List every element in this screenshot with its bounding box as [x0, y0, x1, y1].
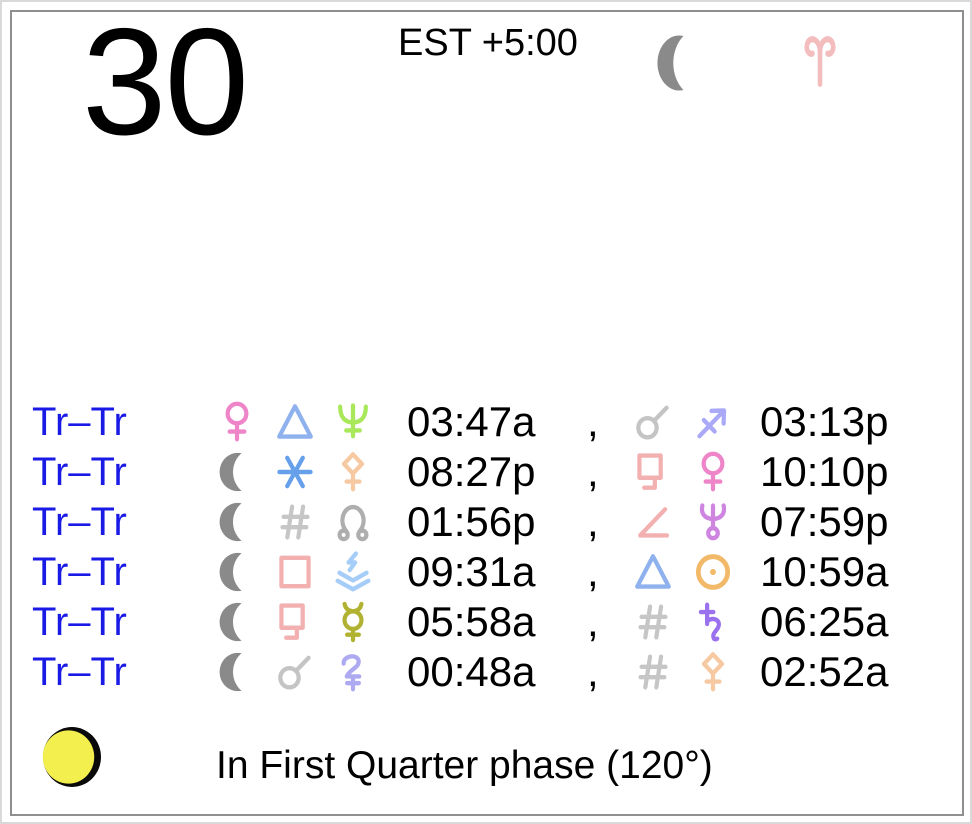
contraparallel-icon — [631, 599, 675, 645]
separator-comma: , — [587, 498, 599, 545]
sun-icon — [691, 549, 735, 595]
transit-time-1: 03:47a — [407, 398, 536, 445]
transit-type-label: Tr–Tr — [32, 400, 127, 444]
contraparallel-icon — [273, 499, 317, 545]
saturn-icon — [691, 599, 735, 645]
transit-type-label: Tr–Tr — [32, 450, 127, 494]
transit-time-2: 06:25a — [760, 598, 889, 645]
contraparallel-icon — [631, 649, 675, 695]
transit-time-2: 07:59p — [760, 498, 889, 545]
transit-time-1: 00:48a — [407, 648, 536, 695]
uranus-icon — [691, 499, 735, 545]
transit-time-1: 05:58a — [407, 598, 536, 645]
transit-time-2: 02:52a — [760, 648, 889, 695]
north-node-icon — [331, 499, 375, 545]
separator-comma: , — [587, 548, 599, 595]
day-number: 30 — [82, 0, 249, 167]
transit-row[interactable]: Tr–Tr 01:56p , 07:59p — [32, 497, 944, 547]
pallas-icon — [331, 449, 375, 495]
moon-icon — [652, 30, 704, 96]
moon-icon — [215, 499, 259, 545]
sesquiquadrate-icon — [273, 599, 317, 645]
semisquare-icon — [631, 499, 675, 545]
transit-time-2: 03:13p — [760, 398, 889, 445]
conjunction-icon — [631, 399, 675, 445]
transit-time-1: 09:31a — [407, 548, 536, 595]
moon-phase-label: In First Quarter phase (120°) — [216, 744, 713, 787]
aries-icon — [796, 28, 844, 92]
separator-comma: , — [587, 398, 599, 445]
sesquiquadrate-icon — [631, 449, 675, 495]
sagittarius-icon — [691, 399, 735, 445]
transit-type-label: Tr–Tr — [32, 600, 127, 644]
timezone-label: EST +5:00 — [398, 22, 578, 64]
square-icon — [273, 549, 317, 595]
moon-icon — [215, 599, 259, 645]
neptune-icon — [331, 399, 375, 445]
transit-time-1: 08:27p — [407, 448, 536, 495]
transit-row[interactable]: Tr–Tr 08:27p , 10:10p — [32, 447, 944, 497]
moon-phase-icon — [42, 726, 102, 788]
separator-comma: , — [587, 598, 599, 645]
transit-row[interactable]: Tr–Tr 03:47a , 03:13p — [32, 397, 944, 447]
mercury-icon — [331, 599, 375, 645]
pallas-icon — [691, 649, 735, 695]
venus-icon — [691, 449, 735, 495]
transit-type-label: Tr–Tr — [32, 550, 127, 594]
transit-row[interactable]: Tr–Tr 05:58a , 06:25a — [32, 597, 944, 647]
separator-comma: , — [587, 648, 599, 695]
transit-time-1: 01:56p — [407, 498, 536, 545]
moon-icon — [215, 649, 259, 695]
transit-time-2: 10:10p — [760, 448, 889, 495]
transit-type-label: Tr–Tr — [32, 650, 127, 694]
transit-row[interactable]: Tr–Tr 00:48a , 02:52a — [32, 647, 944, 697]
trine-icon — [631, 549, 675, 595]
transit-type-label: Tr–Tr — [32, 500, 127, 544]
separator-comma: , — [587, 448, 599, 495]
conjunction-icon — [273, 649, 317, 695]
transit-time-2: 10:59a — [760, 548, 889, 595]
trine-icon — [273, 399, 317, 445]
moon-icon — [215, 549, 259, 595]
venus-icon — [215, 399, 259, 445]
eris-icon — [331, 549, 375, 595]
jupiter-icon — [331, 649, 375, 695]
sextile-icon — [273, 449, 317, 495]
moon-icon — [215, 449, 259, 495]
transit-row[interactable]: Tr–Tr 09:31a , 10:59a — [32, 547, 944, 597]
